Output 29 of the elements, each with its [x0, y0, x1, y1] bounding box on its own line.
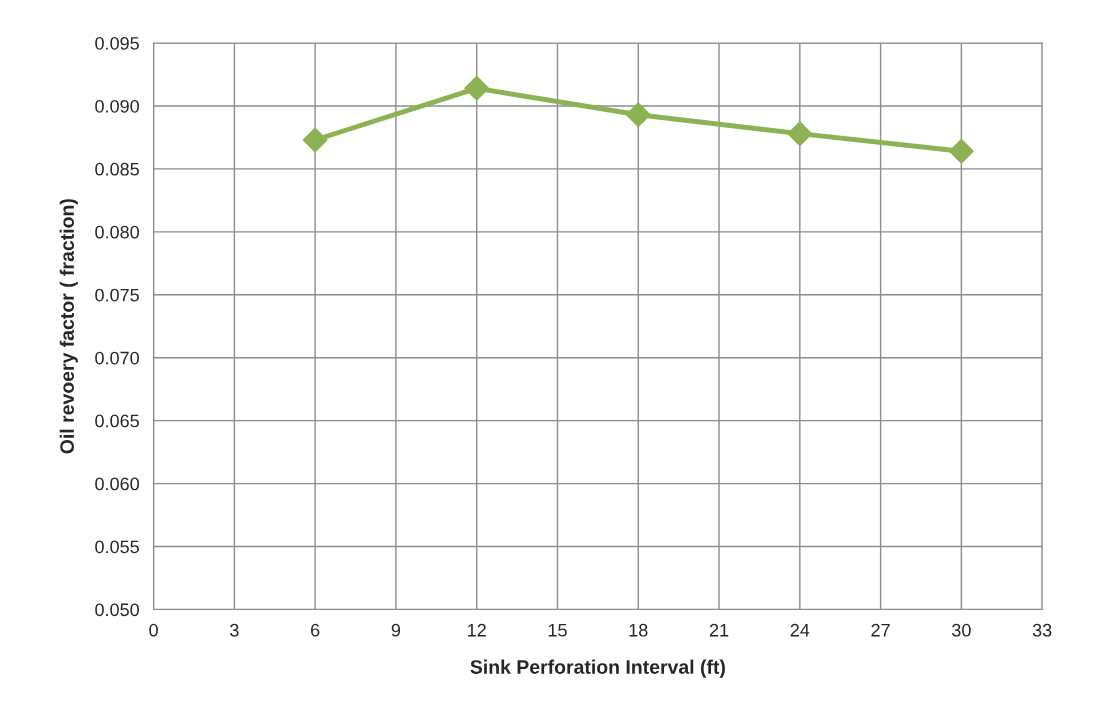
x-tick-label: 24	[790, 623, 810, 637]
x-tick-label: 6	[311, 623, 320, 637]
x-tick-label: 0	[149, 623, 158, 637]
x-tick-label: 21	[709, 623, 729, 637]
y-tick-label: 0.090	[95, 99, 139, 113]
y-tick-label: 0.055	[95, 540, 139, 554]
y-tick-label: 0.080	[95, 225, 139, 239]
y-tick-label: 0.050	[95, 603, 139, 617]
y-tick-label: 0.060	[95, 477, 139, 491]
x-tick-label: 15	[548, 624, 567, 637]
x-tick-label: 9	[391, 623, 401, 637]
y-tick-label: 0.095	[95, 36, 139, 50]
x-tick-label: 18	[629, 623, 648, 637]
y-tick-label: 0.070	[95, 351, 139, 365]
point	[787, 120, 813, 147]
point	[302, 127, 328, 153]
y-tick-label: 0.075	[95, 288, 139, 302]
x-tick-label: 33	[1032, 623, 1052, 637]
point	[463, 75, 490, 102]
x-tick-label: 12	[468, 623, 486, 637]
x-tick-label: 30	[952, 623, 971, 637]
y-tick-label: 0.065	[95, 414, 139, 428]
y-tick-label: 0.085	[95, 162, 139, 176]
x-tick-label: 3	[230, 623, 239, 637]
point	[948, 138, 975, 165]
y-axis-title: Oil revoery factor ( fraction)	[59, 199, 78, 454]
x-tick-label: 27	[871, 623, 890, 637]
x-axis-title: Sink Perforation Interval (ft)	[470, 659, 725, 678]
point	[625, 102, 652, 128]
